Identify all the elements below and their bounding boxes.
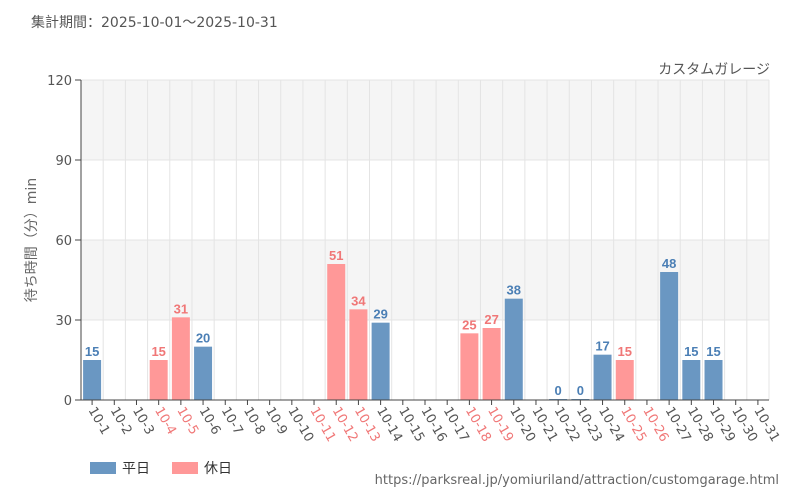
legend-label-weekday: 平日 xyxy=(122,461,150,477)
bar-value-labels: 15 15 31 20 51 34 29 25 27 38 0 0 17 15 48 15 15 xyxy=(85,248,721,398)
bar-10-4[interactable] xyxy=(149,360,168,400)
bar-label-10-20: 38 xyxy=(507,283,521,298)
y-tick-label: 30 xyxy=(55,314,72,329)
bar-label-10-25: 15 xyxy=(618,344,632,359)
x-tick-label-10-1: 10-1 xyxy=(85,405,113,438)
bar-label-10-29: 15 xyxy=(706,344,720,359)
y-tick-label: 120 xyxy=(47,74,72,89)
bar-10-12[interactable] xyxy=(327,264,346,400)
bar-10-29[interactable] xyxy=(704,360,723,400)
x-tick-label-10-3: 10-3 xyxy=(129,405,157,438)
x-tick-label-10-8: 10-8 xyxy=(240,405,268,438)
bar-label-10-14: 29 xyxy=(373,307,387,322)
x-tick-label-10-4: 10-4 xyxy=(151,405,179,438)
bar-10-6[interactable] xyxy=(194,346,213,400)
bar-label-10-5: 31 xyxy=(174,301,188,316)
bar-10-18[interactable] xyxy=(460,333,479,400)
bar-label-10-28: 15 xyxy=(684,344,698,359)
y-tick-label: 60 xyxy=(55,234,72,249)
x-tick-label-10-6: 10-6 xyxy=(196,405,224,438)
legend-label-holiday: 休日 xyxy=(204,461,232,477)
legend-item-weekday[interactable]: 平日 xyxy=(90,458,150,478)
bars xyxy=(83,264,723,400)
bar-label-10-6: 20 xyxy=(196,331,210,346)
bar-10-5[interactable] xyxy=(171,317,190,400)
bar-10-19[interactable] xyxy=(482,328,501,400)
legend-item-holiday[interactable]: 休日 xyxy=(172,458,232,478)
bar-label-10-27: 48 xyxy=(662,256,676,271)
legend: 平日 休日 xyxy=(90,458,232,478)
period-range: 2025-10-01～2025-10-31 xyxy=(101,15,278,31)
y-tick-label: 0 xyxy=(64,394,72,409)
bar-10-13[interactable] xyxy=(349,309,368,400)
y-tick-label: 90 xyxy=(55,154,72,169)
bar-label-10-12: 51 xyxy=(329,248,343,263)
bar-label-10-1: 15 xyxy=(85,344,99,359)
attraction-name: カスタムガレージ xyxy=(658,62,770,78)
background-band xyxy=(81,80,769,160)
bar-label-10-4: 15 xyxy=(151,344,165,359)
bar-10-25[interactable] xyxy=(615,360,634,400)
bar-label-10-18: 25 xyxy=(462,317,476,332)
bar-10-20[interactable] xyxy=(504,298,523,400)
bar-label-10-23: 0 xyxy=(577,383,584,398)
x-tick-label-10-9: 10-9 xyxy=(262,405,290,438)
x-tick-label-10-2: 10-2 xyxy=(107,405,135,438)
bar-10-27[interactable] xyxy=(660,272,679,400)
background-bands xyxy=(81,80,769,320)
legend-swatch-holiday xyxy=(172,462,198,474)
x-tick-label-10-7: 10-7 xyxy=(218,405,246,438)
bar-label-10-24: 17 xyxy=(595,339,609,354)
bar-label-10-22: 0 xyxy=(555,383,562,398)
bar-label-10-19: 27 xyxy=(484,312,498,327)
bar-10-24[interactable] xyxy=(593,354,612,400)
period-prefix: 集計期間： xyxy=(31,15,101,31)
background-band xyxy=(81,240,769,320)
y-axis-label: 待ち時間（分）min xyxy=(24,178,40,302)
x-tick-label-10-5: 10-5 xyxy=(173,405,201,438)
bar-label-10-13: 34 xyxy=(351,293,366,308)
bar-10-14[interactable] xyxy=(371,322,390,400)
period-label: 集計期間：2025-10-01～2025-10-31 xyxy=(31,12,278,32)
gridlines xyxy=(80,79,770,401)
bar-10-28[interactable] xyxy=(682,360,701,400)
source-url[interactable]: https://parksreal.jp/yomiuriland/attract… xyxy=(374,473,779,488)
bar-10-1[interactable] xyxy=(83,360,102,400)
legend-swatch-weekday xyxy=(90,462,116,474)
